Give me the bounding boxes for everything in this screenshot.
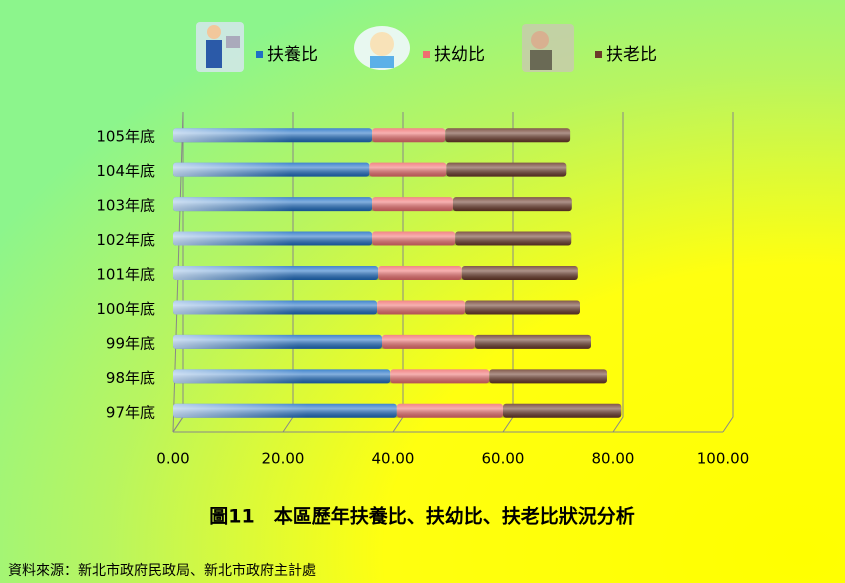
bar-fade: [173, 334, 299, 349]
source-note: 資料來源：新北市政府民政局、新北市政府主計處: [8, 562, 316, 579]
legend-label: 扶養比: [267, 45, 318, 65]
legend-label: 扶幼比: [434, 45, 485, 65]
legend-label: 扶老比: [606, 45, 657, 65]
x-tick-label: 100.00: [697, 450, 750, 468]
grid-line: [722, 112, 734, 433]
bar-fade: [173, 128, 293, 143]
y-tick-label: 100年底: [96, 300, 155, 318]
x-tick-label: 60.00: [482, 450, 525, 468]
legend-swatch: [423, 51, 430, 58]
y-tick-label: 97年底: [106, 403, 155, 421]
legend-swatch: [595, 51, 602, 58]
bar-fade: [173, 197, 293, 212]
y-tick-label: 98年底: [106, 369, 155, 387]
bar-fade: [173, 162, 291, 177]
bar-fade: [173, 369, 304, 384]
y-tick-label: 101年底: [96, 266, 155, 284]
y-tick-label: 103年底: [96, 197, 155, 215]
y-tick-label: 102年底: [96, 231, 155, 249]
x-tick-label: 40.00: [372, 450, 415, 468]
y-tick-label: 99年底: [106, 334, 155, 352]
bar-fade: [173, 300, 296, 315]
bar-fade: [173, 266, 295, 280]
legend-icons: [196, 22, 574, 72]
legend-swatch: [256, 51, 263, 58]
x-tick-label: 20.00: [262, 450, 305, 468]
bar-fade: [173, 231, 293, 246]
bar-fade: [173, 403, 308, 418]
x-tick-label: 0.00: [156, 450, 189, 468]
x-tick-label: 80.00: [592, 450, 635, 468]
y-tick-label: 105年底: [96, 128, 155, 146]
y-tick-label: 104年底: [96, 162, 155, 180]
chart-title: 圖11 本區歷年扶養比、扶幼比、扶老比狀況分析: [209, 505, 634, 528]
grid-line: [612, 112, 624, 433]
